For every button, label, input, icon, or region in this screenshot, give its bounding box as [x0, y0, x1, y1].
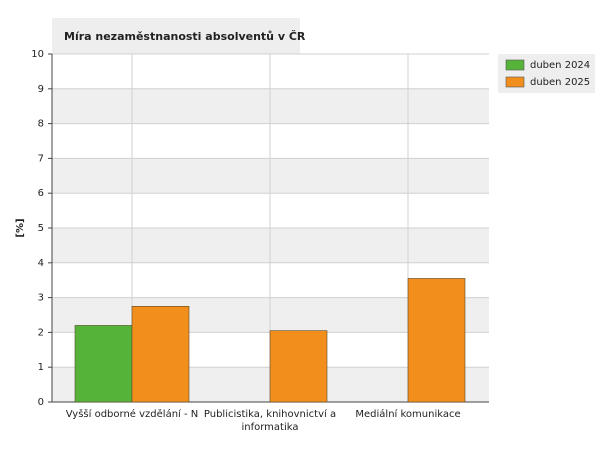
legend-label: duben 2024: [530, 60, 590, 71]
y-tick-label: 9: [38, 84, 44, 95]
x-tick-label: Publicistika, knihovnictví a informatika: [203, 409, 337, 433]
y-tick-label: 10: [31, 49, 44, 60]
y-tick-label: 3: [38, 293, 44, 304]
y-tick-label: 2: [38, 327, 44, 338]
y-tick-label: 7: [38, 153, 44, 164]
bar: [131, 305, 190, 403]
bar: [269, 330, 328, 403]
y-axis-label: [%]: [15, 218, 26, 237]
title-box: [52, 18, 300, 54]
bar: [407, 278, 466, 403]
y-tick-label: 8: [38, 119, 44, 130]
chart-title: Míra nezaměstnanosti absolventů v ČR: [64, 30, 306, 43]
legend-swatch: [505, 76, 525, 88]
y-tick-label: 6: [38, 188, 44, 199]
y-tick-label: 4: [38, 258, 44, 269]
y-tick-label: 1: [38, 362, 44, 373]
bar: [74, 325, 133, 403]
legend-label: duben 2025: [530, 77, 590, 88]
y-tick-label: 5: [38, 223, 44, 234]
legend-swatch: [505, 59, 525, 71]
x-tick-label: Mediální komunikace: [355, 409, 461, 420]
x-tick-label: Vyšší odborné vzdělání - N: [65, 409, 199, 420]
y-tick-label: 0: [38, 397, 44, 408]
